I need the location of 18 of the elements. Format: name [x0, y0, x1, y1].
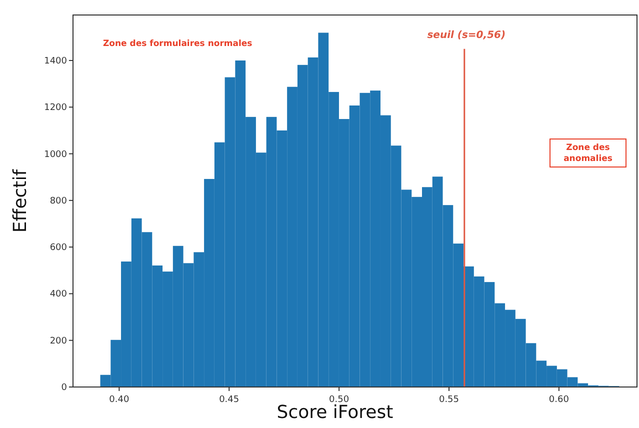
- x-tick-label: 0.45: [219, 395, 240, 405]
- y-tick-label: 200: [50, 336, 68, 346]
- x-tick-label: 0.55: [438, 395, 460, 405]
- y-tick-label: 800: [50, 196, 68, 206]
- y-tick-label: 400: [50, 290, 68, 300]
- y-tick-label: 1000: [44, 150, 68, 160]
- x-tick-label: 0.60: [548, 395, 570, 405]
- y-tick-label: 1400: [44, 56, 68, 66]
- y-tick-label: 0: [61, 383, 68, 393]
- x-tick-label: 0.50: [329, 395, 350, 405]
- annotation: Zone des anomalies: [564, 143, 612, 164]
- y-axis-title: Effectif: [10, 168, 31, 233]
- x-tick-label: 0.40: [109, 395, 130, 405]
- x-axis-title: Score iForest: [276, 402, 394, 423]
- y-tick-label: 600: [50, 243, 68, 254]
- ref-line-label: seuil (s=0,56): [427, 30, 506, 41]
- y-tick-label: 1200: [44, 103, 68, 114]
- annotation: Zone des formulaires normales: [103, 39, 252, 49]
